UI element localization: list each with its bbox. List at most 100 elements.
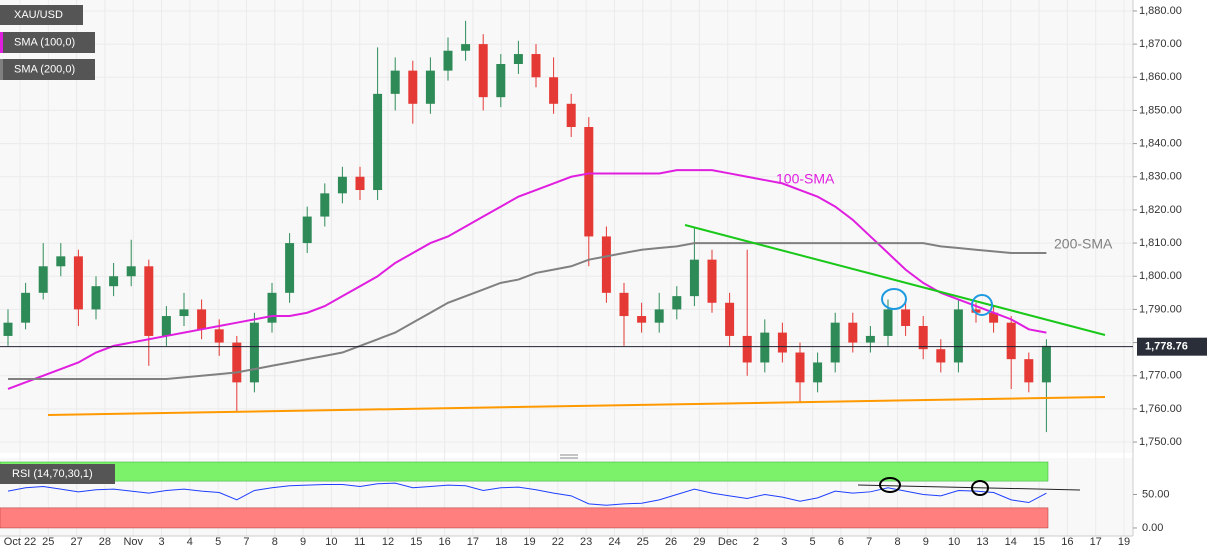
x-tick-label: 18 (495, 536, 507, 548)
x-tick-label: 9 (923, 536, 929, 548)
x-tick-label: 24 (608, 536, 620, 548)
annotation: 100-SMA (776, 171, 835, 187)
trend-line (684, 224, 1106, 336)
x-tick-label: Nov (123, 536, 143, 548)
candle-body (883, 309, 893, 336)
candle-body (689, 259, 699, 297)
x-tick-label: 2 (753, 536, 759, 548)
legend-swatch (0, 59, 3, 80)
y-tick-label: 1,750.00 (1139, 436, 1182, 448)
legend-box (0, 32, 95, 53)
candle-body (21, 292, 31, 323)
candle-body (267, 292, 277, 323)
y-tick-label: 1,870.00 (1139, 38, 1182, 50)
x-tick-label: 23 (580, 536, 592, 548)
rsi-title: RSI (14,70,30,1) (12, 468, 93, 480)
candle-body (971, 309, 981, 313)
x-tick-label: 15 (410, 536, 422, 548)
candle-body (742, 335, 752, 363)
legend-entry: SMA (200,0) (14, 63, 75, 75)
sma-line (7, 169, 1047, 390)
y-tick-label: 1,850.00 (1139, 104, 1182, 116)
candle-body (777, 332, 787, 353)
candle-body (795, 352, 805, 383)
candle-body (38, 266, 48, 293)
y-tick-label: 1,830.00 (1139, 171, 1182, 183)
x-tick-label: 9 (300, 536, 306, 548)
candle-body (619, 292, 629, 317)
candle-body (179, 309, 189, 317)
x-tick-label: 25 (42, 536, 54, 548)
candle-body (408, 70, 418, 104)
annotation: 200-SMA (1054, 236, 1113, 252)
x-tick-label: 3 (781, 536, 787, 548)
candle-body (3, 322, 13, 336)
candle-body (73, 256, 83, 310)
legend-entry: SMA (100,0) (14, 36, 75, 48)
x-tick-label: 27 (70, 536, 82, 548)
candle-body (461, 44, 471, 51)
candle-body (285, 243, 295, 293)
candle-body (549, 77, 559, 104)
candle-body (320, 193, 330, 217)
legend-swatch (0, 32, 3, 53)
candle-body (249, 322, 259, 383)
candle-body (707, 259, 717, 303)
candle-body (531, 54, 541, 78)
candle-body (725, 302, 735, 336)
last-price-label: 1,778.76 (1145, 341, 1188, 353)
y-tick-label: 1,760.00 (1139, 403, 1182, 415)
candle-body (953, 309, 963, 363)
candle-body (1006, 322, 1016, 360)
legend-box (0, 464, 115, 484)
x-tick-label: 19 (1118, 536, 1130, 548)
candle-body (637, 316, 647, 323)
highlight-circle (881, 288, 907, 310)
x-tick-label: 7 (866, 536, 872, 548)
candle-body (989, 312, 999, 323)
candle-body (390, 70, 400, 94)
candle-body (901, 309, 911, 326)
x-tick-label: 29 (693, 536, 705, 548)
y-tick-label: 1,840.00 (1139, 137, 1182, 149)
y-tick-label: 1,770.00 (1139, 370, 1182, 382)
legend-box (0, 59, 95, 80)
y-tick-label: 1,800.00 (1139, 270, 1182, 282)
candle-body (654, 309, 664, 323)
y-tick-label: 1,820.00 (1139, 204, 1182, 216)
candle-body (56, 256, 66, 267)
candle-body (161, 316, 171, 336)
x-tick-label: 5 (215, 536, 221, 548)
candle-body (813, 362, 823, 383)
x-tick-label: 16 (438, 536, 450, 548)
y-tick-label: 1,790.00 (1139, 303, 1182, 315)
x-tick-label: 6 (838, 536, 844, 548)
y-tick-label: 1,880.00 (1139, 5, 1182, 17)
x-tick-label: 26 (665, 536, 677, 548)
x-tick-label: 22 (552, 536, 564, 548)
candle-body (513, 54, 523, 65)
y-tick-label: 1,860.00 (1139, 71, 1182, 83)
candle-body (584, 127, 594, 237)
candle-body (144, 266, 154, 336)
x-tick-label: 14 (1005, 536, 1017, 548)
candle-body (830, 322, 840, 363)
candle-body (848, 322, 858, 343)
candle-body (232, 342, 242, 383)
rsi-trend-line (857, 484, 1081, 491)
candle-body (566, 103, 576, 128)
x-tick-label: Oct 22 (4, 536, 36, 548)
rsi-circle (971, 480, 989, 496)
x-tick-label: 13 (976, 536, 988, 548)
x-tick-label: 17 (467, 536, 479, 548)
candle-body (672, 296, 682, 310)
rsi-line (7, 482, 1047, 506)
candle-body (936, 349, 946, 363)
x-tick-label: 3 (158, 536, 164, 548)
candle-body (91, 286, 101, 310)
candle-body (865, 335, 875, 343)
candle-body (214, 329, 224, 343)
x-tick-label: 4 (187, 536, 193, 548)
